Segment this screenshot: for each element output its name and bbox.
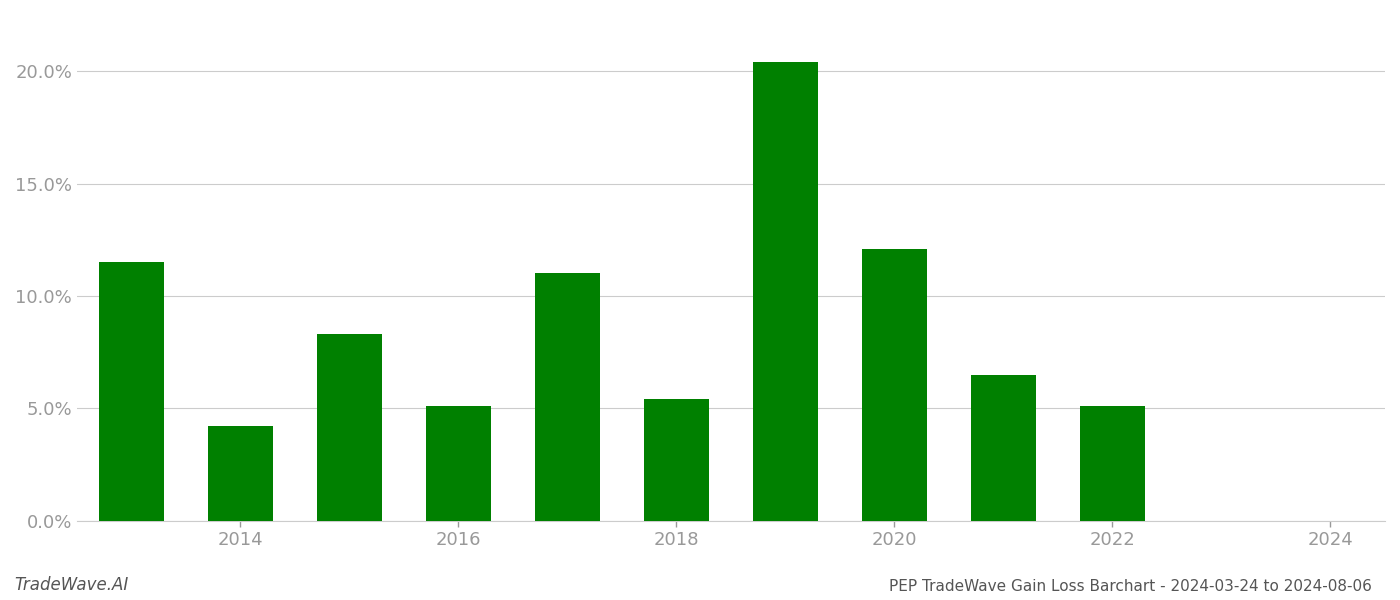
Bar	[426, 406, 491, 521]
Bar	[644, 399, 710, 521]
Bar	[316, 334, 382, 521]
Bar	[970, 374, 1036, 521]
Bar	[98, 262, 164, 521]
Bar	[753, 62, 818, 521]
Bar	[1079, 406, 1145, 521]
Bar	[862, 248, 927, 521]
Bar	[535, 274, 601, 521]
Text: TradeWave.AI: TradeWave.AI	[14, 576, 129, 594]
Bar	[207, 426, 273, 521]
Text: PEP TradeWave Gain Loss Barchart - 2024-03-24 to 2024-08-06: PEP TradeWave Gain Loss Barchart - 2024-…	[889, 579, 1372, 594]
